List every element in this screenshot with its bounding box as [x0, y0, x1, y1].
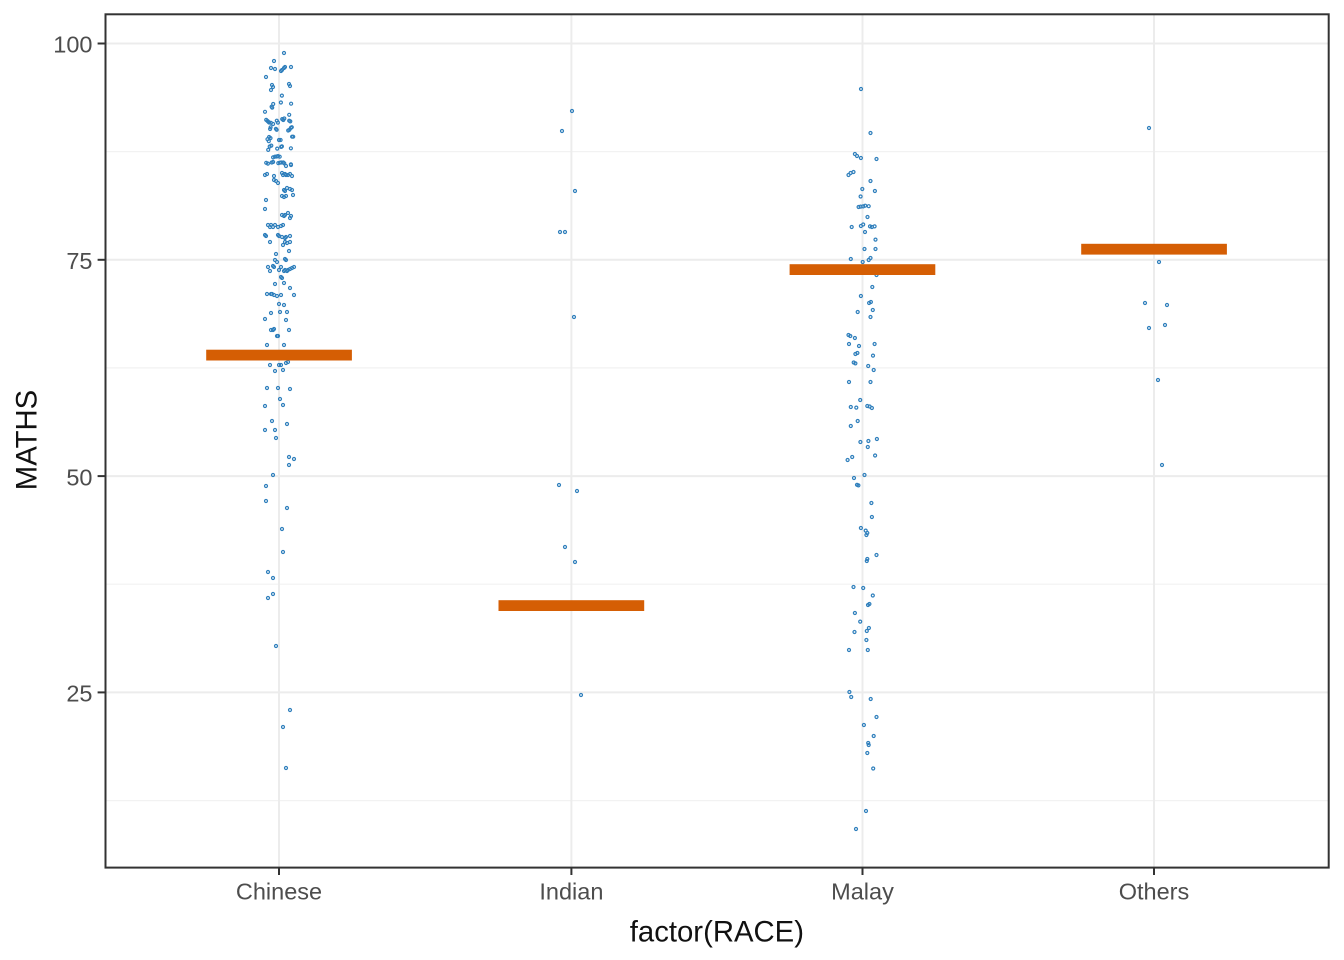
svg-text:75: 75 [66, 248, 92, 274]
svg-text:factor(RACE): factor(RACE) [630, 916, 804, 949]
svg-text:25: 25 [66, 681, 92, 707]
svg-text:Chinese: Chinese [236, 879, 322, 905]
svg-text:50: 50 [66, 464, 92, 490]
svg-text:Malay: Malay [831, 879, 894, 905]
svg-text:MATHS: MATHS [11, 390, 44, 490]
svg-text:Indian: Indian [539, 879, 603, 905]
svg-text:Others: Others [1119, 879, 1190, 905]
svg-text:100: 100 [53, 32, 92, 58]
